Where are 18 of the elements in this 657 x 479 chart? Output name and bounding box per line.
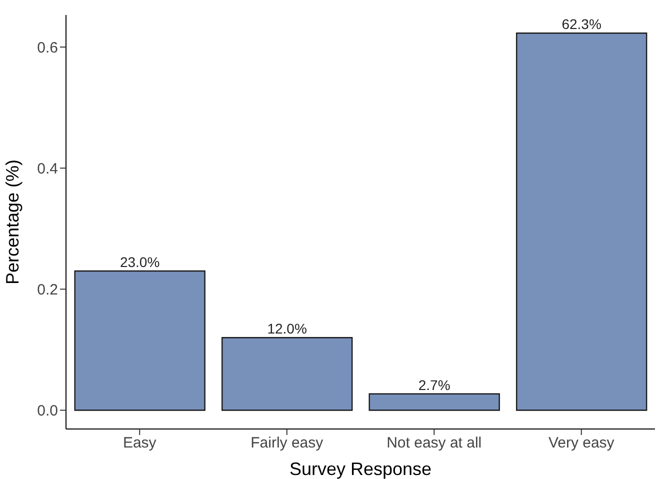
- y-tick-label: 0.2: [37, 282, 58, 299]
- y-tick-label: 0.6: [37, 39, 58, 56]
- x-tick-label: Very easy: [548, 434, 615, 452]
- x-tick-label: Not easy at all: [386, 434, 482, 452]
- x-axis-title: Survey Response: [289, 459, 432, 479]
- data-label: 62.3%: [562, 16, 602, 32]
- y-axis-title: Percentage (%): [2, 159, 22, 285]
- y-tick-label: 0.4: [37, 160, 58, 178]
- x-tick-label: Fairly easy: [250, 434, 324, 452]
- data-label: 2.7%: [418, 376, 450, 393]
- x-tick-label: Easy: [122, 434, 157, 452]
- data-label: 12.0%: [267, 320, 307, 337]
- bar: [74, 270, 206, 411]
- bar: [221, 337, 353, 411]
- bar: [368, 393, 500, 411]
- data-label: 23.0%: [120, 254, 160, 270]
- y-tick-label: 0.0: [37, 402, 58, 420]
- bar: [516, 32, 648, 411]
